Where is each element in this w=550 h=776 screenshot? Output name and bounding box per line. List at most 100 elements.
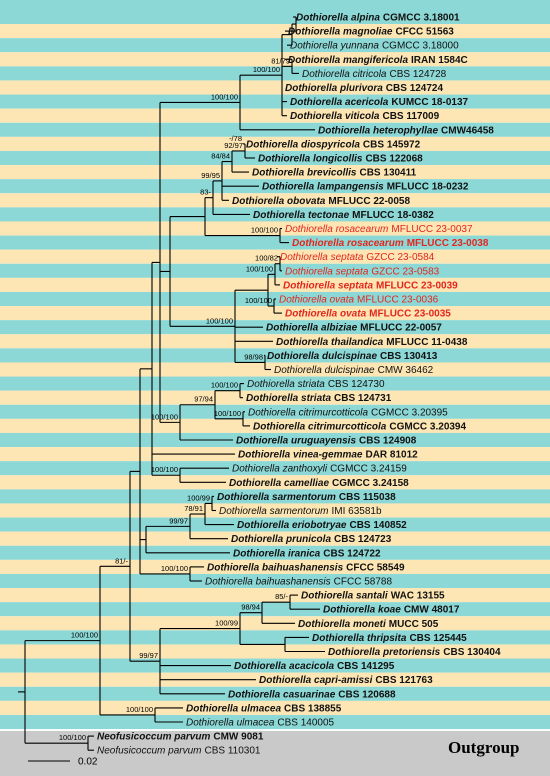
taxon-label: Dothiorella brevicollis CBS 130411 xyxy=(252,167,417,178)
row-band xyxy=(0,573,550,589)
strain: CMW46458 xyxy=(441,125,494,136)
strain: CBS 121763 xyxy=(375,675,433,686)
strain: CBS 115038 xyxy=(339,492,396,503)
taxon-label: Dothiorella eriobotryae CBS 140852 xyxy=(237,520,407,531)
row-band xyxy=(0,658,550,673)
taxon-name: Dothiorella thripsita xyxy=(312,633,407,644)
taxon-name: Dothiorella septata xyxy=(280,252,364,263)
taxon-name: Dothiorella lampangensis xyxy=(262,181,384,192)
taxon-label: Dothiorella lampangensis MFLUCC 18-0232 xyxy=(262,181,469,192)
strain: CBS 145972 xyxy=(363,139,421,150)
taxon-label: Dothiorella ovata MFLUCC 23-0036 xyxy=(279,294,439,305)
taxon-label: Dothiorella heterophyllae CMW46458 xyxy=(318,125,494,136)
row-band xyxy=(0,686,550,701)
strain: MFLUCC 23-0039 xyxy=(376,280,458,291)
taxon-label: Dothiorella santali WAC 13155 xyxy=(301,590,445,601)
row-band xyxy=(0,235,550,250)
strain: MUCC 505 xyxy=(389,618,439,629)
strain: CGMCC 3.24158 xyxy=(332,477,409,488)
strain: MFLUCC 23-0038 xyxy=(407,238,489,249)
taxon-name: Dothiorella striata xyxy=(246,393,331,404)
taxon-name: Dothiorella pretoriensis xyxy=(328,647,441,658)
strain: CGMCC 3.18000 xyxy=(382,40,459,51)
support-value: 81/- xyxy=(115,556,128,565)
row-band xyxy=(0,362,550,377)
taxon-label: Dothiorella thripsita CBS 125445 xyxy=(312,633,467,644)
support-value: 84/84 xyxy=(211,152,230,161)
taxon-label: Dothiorella acericola KUMCC 18-0137 xyxy=(290,97,469,108)
row-band xyxy=(0,150,550,166)
taxon-name: Dothiorella uruguayensis xyxy=(236,435,356,446)
taxon-name: Dothiorella septata xyxy=(283,280,373,291)
row-band xyxy=(0,714,550,730)
row-band xyxy=(0,80,550,95)
taxon-name: Dothiorella baihuashanensis xyxy=(205,576,331,587)
row-band xyxy=(0,179,550,194)
taxon-label: Dothiorella alpina CGMCC 3.18001 xyxy=(296,12,460,23)
taxon-label: Dothiorella septata MFLUCC 23-0039 xyxy=(283,280,458,291)
row-band xyxy=(0,418,550,433)
strain: MFLUCC 23-0036 xyxy=(357,294,439,305)
taxon-name: Dothiorella rosacearum xyxy=(292,238,404,249)
strain: CBS 130411 xyxy=(359,167,416,178)
row-band xyxy=(0,447,550,462)
support-value: 100/100 xyxy=(151,412,178,421)
outgroup-label: Outgroup xyxy=(448,738,520,757)
support-value: 100/100 xyxy=(206,316,233,325)
strain: CBS 124728 xyxy=(389,69,446,80)
row-band xyxy=(0,672,550,687)
taxon-label: Dothiorella iranica CBS 124722 xyxy=(233,548,381,559)
row-band xyxy=(0,602,550,617)
row-band xyxy=(0,475,550,490)
row-band xyxy=(0,249,550,264)
strain: CBS 124908 xyxy=(359,435,417,446)
taxon-label: Dothiorella zanthoxyli CGMCC 3.24159 xyxy=(232,463,407,474)
row-band xyxy=(0,630,550,645)
taxon-label: Dothiorella acacicola CBS 141295 xyxy=(234,661,395,672)
taxon-name: Dothiorella dulcispinae xyxy=(267,351,377,362)
strain: GZCC 23-0584 xyxy=(366,252,434,263)
taxon-label: Dothiorella uruguayensis CBS 124908 xyxy=(236,435,417,446)
support-value: 92/97 xyxy=(224,141,243,150)
row-band xyxy=(0,376,550,391)
taxon-name: Dothiorella brevicollis xyxy=(252,167,357,178)
taxon-label: Dothiorella ulmacea CBS 140005 xyxy=(186,717,335,728)
support-value: 98/98 xyxy=(244,352,263,361)
taxon-name: Dothiorella rosacearum xyxy=(285,224,388,235)
row-band xyxy=(0,207,550,222)
taxon-label: Dothiorella tectonae MFLUCC 18-0382 xyxy=(253,210,434,221)
strain: MFLUCC 11-0438 xyxy=(386,336,468,347)
taxon-label: Dothiorella plurivora CBS 124724 xyxy=(285,83,443,94)
taxon-name: Dothiorella longicollis xyxy=(258,153,363,164)
taxon-label: Dothiorella albiziae MFLUCC 22-0057 xyxy=(266,322,442,333)
strain: MFLUCC 18-0232 xyxy=(387,181,469,192)
strain: GZCC 23-0583 xyxy=(371,266,439,277)
taxon-label: Dothiorella baihuashanensis CFCC 58549 xyxy=(207,562,405,573)
taxon-label: Dothiorella viticola CBS 117009 xyxy=(290,111,440,122)
taxon-name: Dothiorella magnoliae xyxy=(288,26,393,37)
taxon-name: Neofusicoccum parvum xyxy=(97,745,201,756)
taxon-name: Dothiorella tectonae xyxy=(253,210,350,221)
taxon-name: Dothiorella vinea-gemmae xyxy=(238,449,363,460)
row-band xyxy=(0,136,550,151)
strain: MFLUCC 22-0057 xyxy=(360,322,442,333)
taxon-name: Dothiorella obovata xyxy=(232,195,326,206)
support-value: 99/97 xyxy=(139,651,158,660)
taxon-label: Dothiorella casuarinae CBS 120688 xyxy=(228,689,396,700)
taxon-label: Dothiorella prunicola CBS 124723 xyxy=(231,534,392,545)
strain: CBS 141295 xyxy=(337,661,395,672)
support-value: 100/100 xyxy=(126,705,153,714)
taxon-name: Dothiorella yunnana xyxy=(290,40,379,51)
taxon-name: Dothiorella ovata xyxy=(279,294,354,305)
row-band xyxy=(0,559,550,574)
taxon-name: Dothiorella plurivora xyxy=(285,83,383,94)
taxon-name: Neofusicoccum parvum xyxy=(97,731,210,742)
strain: CBS 140005 xyxy=(277,717,334,728)
taxon-name: Dothiorella citrimurcotticola xyxy=(248,407,368,418)
support-value: 100/99 xyxy=(215,619,238,628)
strain: CBS 124723 xyxy=(334,534,392,545)
taxon-label: Dothiorella citricola CBS 124728 xyxy=(302,69,447,80)
strain: CBS 138855 xyxy=(284,703,342,714)
outgroup-band xyxy=(0,731,550,776)
